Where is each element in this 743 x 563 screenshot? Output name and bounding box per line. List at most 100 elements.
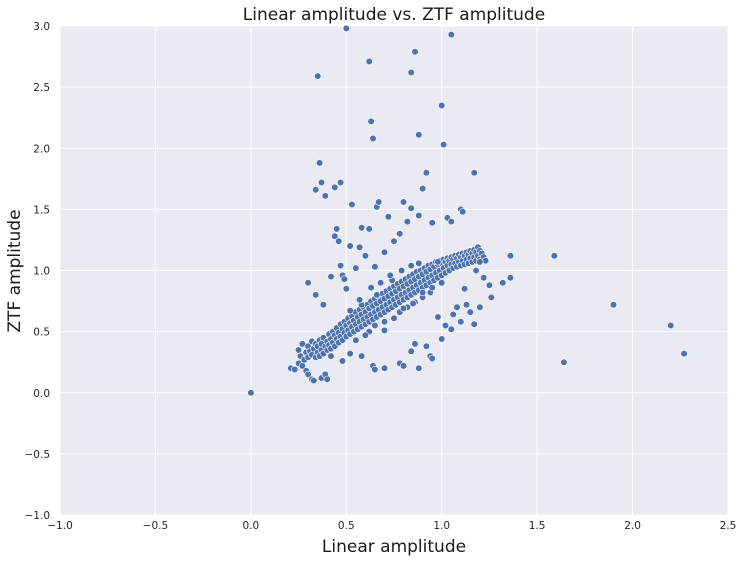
data-point — [356, 243, 364, 251]
data-point — [338, 357, 347, 365]
data-point — [428, 284, 436, 292]
data-point — [365, 225, 373, 233]
data-point — [340, 275, 349, 283]
x-tick-label: −1.0 — [47, 520, 73, 532]
data-point — [312, 291, 320, 299]
data-point — [428, 219, 436, 227]
data-point — [438, 101, 446, 110]
data-point — [680, 350, 688, 358]
data-point — [352, 336, 360, 344]
x-axis-ticks: −1.0 −0.5 0.0 0.5 1.0 1.5 2.0 2.5 — [47, 520, 736, 532]
data-point — [422, 342, 431, 350]
data-point — [457, 318, 465, 326]
data-point — [323, 375, 331, 383]
data-point — [365, 57, 373, 66]
x-tick-label: 0.5 — [338, 520, 355, 532]
data-point — [342, 285, 350, 293]
data-point — [411, 340, 419, 348]
data-point — [407, 347, 415, 355]
data-point — [346, 350, 354, 358]
data-point — [438, 335, 446, 343]
data-point — [487, 293, 495, 302]
data-point — [447, 30, 455, 39]
data-point — [317, 178, 326, 187]
y-tick-label: 0.5 — [33, 327, 50, 339]
y-tick-label: 1.5 — [33, 204, 50, 216]
x-tick-label: 2.5 — [720, 520, 737, 532]
data-point — [499, 279, 507, 287]
data-point — [361, 252, 370, 260]
data-point — [369, 134, 377, 143]
data-point — [371, 321, 379, 330]
data-point — [419, 185, 427, 193]
y-tick-label: −0.5 — [25, 449, 51, 461]
data-point — [470, 320, 478, 328]
x-axis-label: Linear amplitude — [322, 537, 466, 557]
data-point — [367, 284, 375, 292]
data-point — [291, 365, 299, 374]
data-point — [348, 200, 356, 209]
data-point — [380, 364, 389, 372]
data-point — [327, 273, 335, 281]
data-point — [407, 68, 415, 77]
data-point — [358, 224, 366, 232]
data-point — [434, 313, 442, 321]
y-tick-label: 2.5 — [33, 82, 50, 94]
data-point — [399, 362, 408, 370]
data-point — [470, 169, 478, 177]
data-point — [375, 198, 383, 206]
data-point — [407, 262, 415, 270]
data-point — [422, 169, 431, 177]
data-point — [476, 258, 484, 266]
data-point — [327, 352, 335, 360]
data-point — [462, 301, 471, 309]
data-point — [447, 218, 455, 226]
y-tick-label: 2.0 — [33, 143, 50, 155]
data-point — [441, 321, 450, 330]
data-point — [346, 307, 354, 315]
data-point — [352, 264, 360, 272]
data-point — [304, 279, 312, 287]
data-point — [386, 271, 394, 280]
data-point — [667, 321, 675, 330]
x-tick-label: 1.0 — [433, 520, 450, 532]
data-point — [314, 72, 322, 80]
data-point — [295, 346, 303, 354]
data-point — [335, 237, 343, 245]
data-point — [472, 266, 480, 275]
data-point — [304, 370, 312, 379]
data-point — [399, 304, 408, 313]
data-point — [337, 262, 345, 270]
y-tick-label: 1.0 — [33, 266, 50, 278]
data-point — [373, 291, 381, 299]
data-point — [316, 159, 324, 167]
data-point — [321, 192, 329, 200]
data-point — [419, 288, 427, 297]
y-tick-label: 0.0 — [33, 388, 50, 400]
data-point — [434, 258, 442, 266]
data-point — [342, 24, 350, 33]
data-point — [319, 301, 328, 309]
data-point — [411, 48, 419, 56]
data-point — [415, 211, 423, 220]
data-point — [390, 314, 398, 322]
gridlines — [59, 25, 729, 516]
data-point — [331, 232, 339, 240]
y-axis-ticks: −1.0 −0.5 0.0 0.5 1.0 1.5 2.0 2.5 3.0 — [25, 21, 51, 522]
data-point — [447, 325, 455, 333]
data-point — [609, 301, 618, 309]
y-axis-label: ZTF amplitude — [5, 209, 25, 332]
data-point — [459, 208, 467, 216]
data-point — [409, 299, 417, 308]
data-point — [407, 204, 415, 212]
data-point — [550, 252, 558, 260]
y-tick-label: −1.0 — [25, 510, 51, 522]
data-point — [331, 183, 339, 191]
data-point — [461, 285, 469, 293]
data-point — [312, 186, 320, 194]
x-tick-label: 0.0 — [243, 520, 260, 532]
data-point — [377, 279, 385, 287]
data-point — [415, 131, 423, 139]
x-tick-label: 1.5 — [529, 520, 546, 532]
